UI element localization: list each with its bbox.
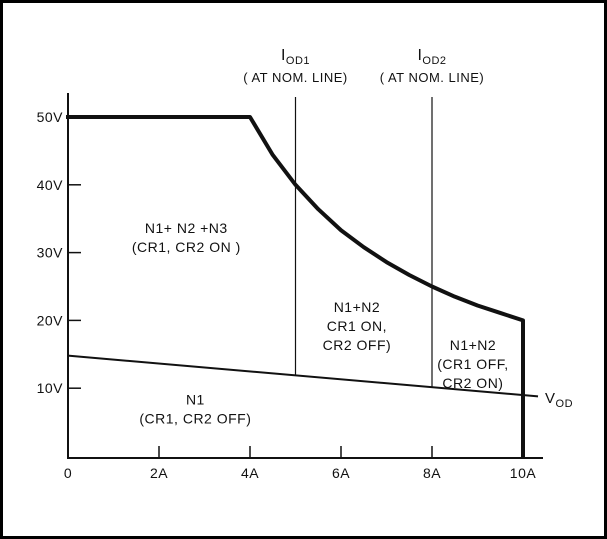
marker-note-od1: ( AT NOM. LINE): [243, 70, 348, 85]
y-axis-tick-label: 50V: [37, 109, 64, 125]
y-axis-tick-label: 30V: [37, 245, 64, 261]
x-axis-tick-label: 8A: [423, 465, 441, 481]
region-label: (CR1, CR2 OFF): [139, 411, 251, 427]
x-axis-tick-label: 0: [64, 465, 72, 481]
x-axis-tick-label: 2A: [150, 465, 168, 481]
y-axis-tick-label: 10V: [37, 380, 64, 396]
axes: [67, 93, 543, 459]
region-label: CR2 ON): [442, 375, 503, 391]
region-label: CR2 OFF): [323, 337, 392, 353]
x-axis-tick-label: 10A: [510, 465, 537, 481]
soa-boundary-curve: [66, 115, 525, 458]
y-axis-tick-label: 20V: [37, 312, 64, 328]
region-label: (CR1, CR2 ON ): [132, 239, 241, 255]
region-label: N1+ N2 +N3: [145, 220, 228, 236]
region-label: N1+N2: [334, 299, 380, 315]
marker-note-od2: ( AT NOM. LINE): [380, 70, 485, 85]
region-label: N1+N2: [450, 337, 496, 353]
vod-line: [67, 354, 539, 398]
x-axis-tick-label: 6A: [332, 465, 350, 481]
region-label: CR1 ON,: [327, 318, 387, 334]
region-label: N1: [186, 392, 205, 408]
y-axis-tick-label: 40V: [37, 177, 64, 193]
region-label: (CR1 OFF,: [437, 356, 508, 372]
x-axis-tick-label: 4A: [241, 465, 259, 481]
